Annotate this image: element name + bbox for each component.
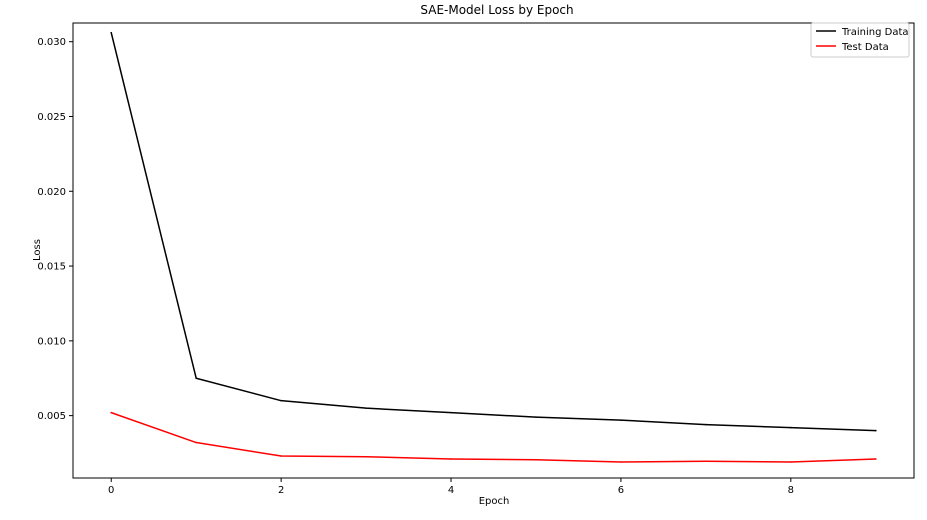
y-axis-label: Loss xyxy=(32,239,43,261)
data-point-test-data xyxy=(365,455,367,458)
data-point-training-data xyxy=(365,407,367,409)
data-point-test-data xyxy=(790,461,792,463)
y-tick-label: 0.005 xyxy=(37,411,66,422)
legend-label-test-data: Test Data xyxy=(841,42,889,53)
data-point-training-data xyxy=(450,411,452,414)
y-tick-label: 0.015 xyxy=(37,262,66,273)
data-point-test-data xyxy=(535,458,537,461)
data-point-test-data xyxy=(620,461,622,463)
x-tick-label: 8 xyxy=(788,485,794,496)
plot-area-frame xyxy=(72,22,915,479)
data-point-training-data xyxy=(535,416,537,418)
y-axis-ticks: 0.005 0.010 0.015 0.020 0.025 0.030 xyxy=(37,37,73,422)
data-point-test-data xyxy=(110,411,113,414)
x-axis-ticks: 0 2 4 6 8 xyxy=(108,478,794,496)
data-point-test-data xyxy=(280,455,282,457)
x-tick-label: 2 xyxy=(278,485,284,496)
data-point-training-data xyxy=(620,419,622,421)
data-point-training-data xyxy=(874,429,877,432)
data-point-training-data xyxy=(110,31,113,34)
series-line-training-data xyxy=(110,31,877,432)
legend: Training Data Test Data xyxy=(810,22,910,58)
y-tick-label: 0.025 xyxy=(37,112,66,123)
y-tick-label: 0.020 xyxy=(37,187,66,198)
data-point-test-data xyxy=(874,458,877,460)
data-point-training-data xyxy=(790,426,792,429)
data-point-test-data xyxy=(705,460,707,463)
y-tick-label: 0.030 xyxy=(37,37,66,48)
x-axis-label: Epoch xyxy=(479,496,510,507)
data-point-test-data xyxy=(195,441,197,444)
series-line-test-data xyxy=(110,411,877,463)
x-tick-label: 0 xyxy=(108,485,114,496)
data-point-training-data xyxy=(195,377,197,380)
data-point-test-data xyxy=(450,458,452,460)
chart-title: SAE-Model Loss by Epoch xyxy=(420,3,573,17)
legend-label-training-data: Training Data xyxy=(841,27,909,38)
series-layer xyxy=(110,31,877,463)
x-tick-label: 6 xyxy=(618,485,624,496)
x-tick-label: 4 xyxy=(448,485,454,496)
data-point-training-data xyxy=(280,399,282,402)
y-tick-label: 0.010 xyxy=(37,336,66,347)
data-point-training-data xyxy=(705,423,707,426)
